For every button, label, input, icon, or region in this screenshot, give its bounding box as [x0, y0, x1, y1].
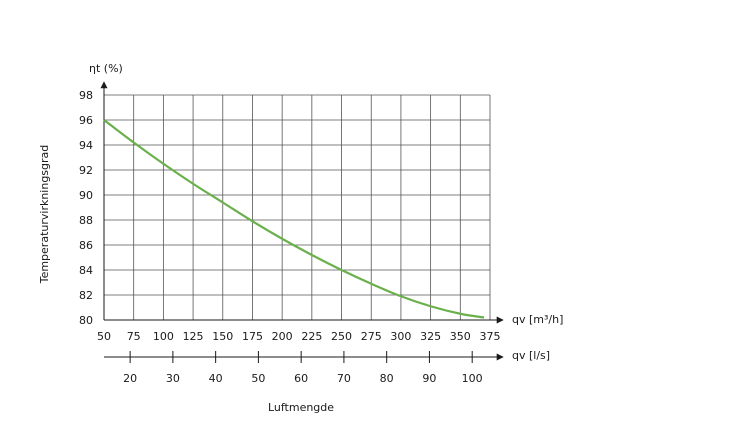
y-axis-label: Temperaturvirkningsgrad: [38, 145, 51, 285]
y-tick-label: 82: [79, 289, 93, 302]
ls-tick-label: 40: [209, 372, 223, 385]
x-tick-label: 250: [331, 330, 352, 343]
x-tick-label: 375: [480, 330, 501, 343]
x-tick-label: 225: [301, 330, 322, 343]
x-tick-label: 350: [450, 330, 471, 343]
x-tick-label: 275: [361, 330, 382, 343]
ls-tick-label: 80: [380, 372, 394, 385]
y-tick-label: 90: [79, 189, 93, 202]
ls-tick-label: 50: [251, 372, 265, 385]
grid: [104, 94, 491, 320]
x-tick-label: 200: [272, 330, 293, 343]
y-tick-label: 98: [79, 89, 93, 102]
x-tick-label: 125: [183, 330, 204, 343]
y-tick-label: 92: [79, 164, 93, 177]
x-axis-ls-label: qv [l/s]: [512, 349, 550, 362]
x-tick-label: 300: [390, 330, 411, 343]
series-line: [103, 119, 485, 319]
ls-tick-label: 30: [166, 372, 180, 385]
x-tick-label: 75: [127, 330, 141, 343]
x-tick-label: 175: [242, 330, 263, 343]
x-tick-label: 150: [212, 330, 233, 343]
x-tick-label: 325: [420, 330, 441, 343]
ls-tick-label: 70: [337, 372, 351, 385]
x-axis-title: Luftmengde: [268, 401, 334, 414]
x-tick-label: 100: [153, 330, 174, 343]
y-tick-label: 86: [79, 239, 93, 252]
ls-tick-label: 20: [123, 372, 137, 385]
y-tick-label: 80: [79, 314, 93, 327]
y-tick-label: 84: [79, 264, 93, 277]
ls-tick-label: 90: [422, 372, 436, 385]
y-tick-label: 88: [79, 214, 93, 227]
x-axis-ls: 20 30 40 50 60 70 80 90 100: [104, 351, 504, 385]
y-tick-labels: 80 82 84 86 88 90 92 94 96 98: [79, 89, 93, 327]
y-axis-symbol: ηt (%): [89, 62, 123, 75]
y-tick-label: 96: [79, 114, 93, 127]
ls-tick-label: 60: [294, 372, 308, 385]
ls-tick-label: 100: [462, 372, 483, 385]
y-tick-label: 94: [79, 139, 93, 152]
x-tick-label: 50: [97, 330, 111, 343]
x-axis-m3h-label: qv [m³/h]: [512, 313, 563, 326]
x-tick-labels-m3h: 50 75 100 125 150 175 200 225 250 275 300 325 350 375: [97, 330, 501, 343]
